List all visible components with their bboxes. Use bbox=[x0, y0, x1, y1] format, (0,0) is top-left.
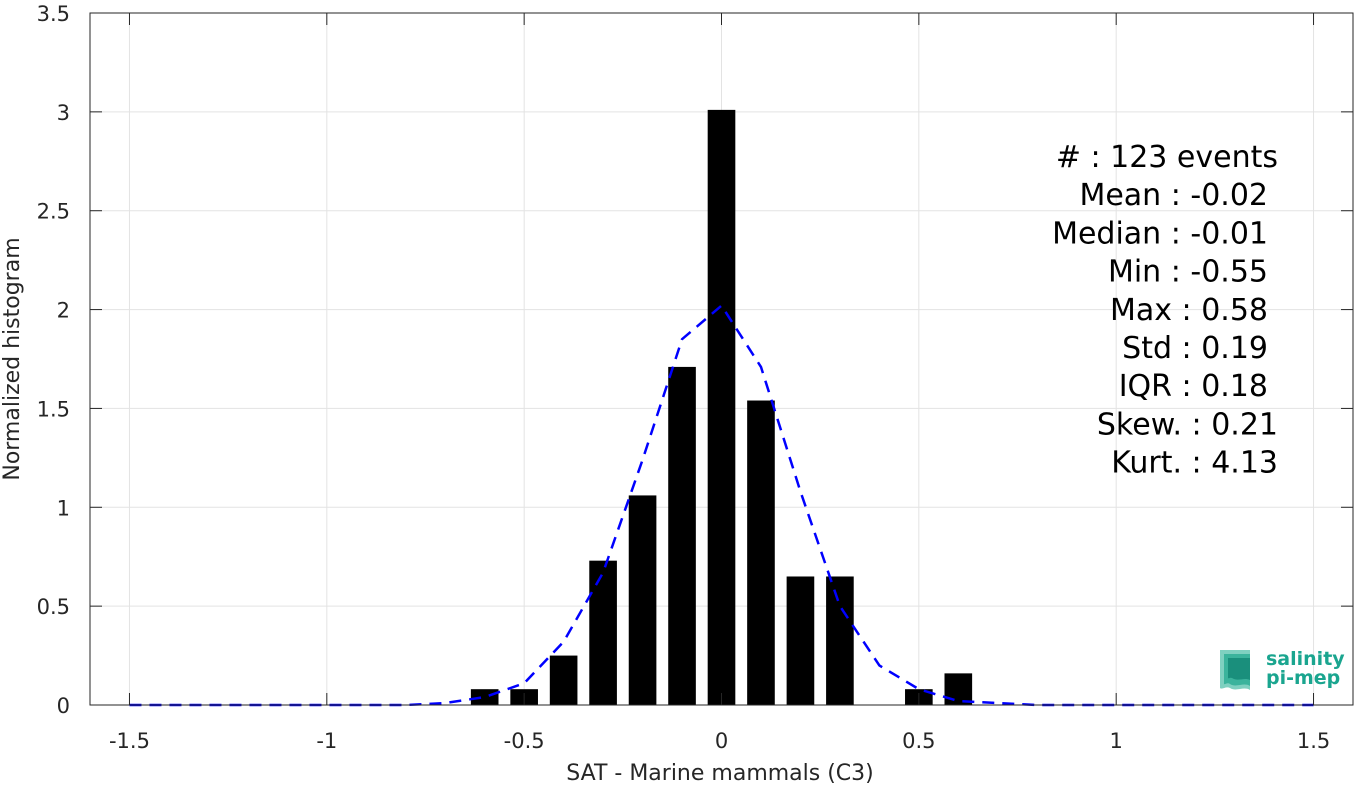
y-tick-label: 2 bbox=[57, 299, 70, 323]
x-tick-label: -0.5 bbox=[504, 729, 545, 753]
x-tick-label: -1.5 bbox=[109, 729, 150, 753]
histogram-bar bbox=[826, 576, 854, 705]
stat-line: Skew. : 0.21 bbox=[1097, 407, 1278, 442]
salinity-pi-mep-logo: salinity pi-mep bbox=[1220, 648, 1345, 690]
stat-line: Mean : -0.02 bbox=[1079, 178, 1268, 213]
x-tick-label: 0 bbox=[715, 729, 728, 753]
y-tick-label: 0.5 bbox=[37, 595, 70, 619]
y-tick-label: 0 bbox=[57, 694, 70, 718]
stat-line: Min : -0.55 bbox=[1108, 255, 1268, 290]
y-tick-label: 1 bbox=[57, 496, 70, 520]
axes bbox=[89, 12, 1354, 706]
logo-line-2: pi-mep bbox=[1266, 667, 1340, 689]
x-tick-label: 1.5 bbox=[1297, 729, 1330, 753]
stat-line: # : 123 events bbox=[1056, 140, 1278, 175]
histogram-bar bbox=[549, 655, 578, 705]
logo-line-1: salinity bbox=[1266, 648, 1345, 670]
x-tick-label: -1 bbox=[316, 729, 337, 753]
histogram-bar bbox=[589, 560, 617, 705]
histogram-bar bbox=[470, 689, 499, 705]
y-tick-label: 3.5 bbox=[37, 2, 70, 26]
histogram-bar bbox=[786, 576, 815, 705]
histogram-bars bbox=[470, 109, 973, 705]
stat-line: Median : -0.01 bbox=[1052, 216, 1268, 251]
x-tick-label: 0.5 bbox=[902, 729, 935, 753]
tick-labels: -1.5 -1 -0.5 0 0.5 1 1.5 0 0.5 1 1.5 2 2.5 3 3.5 bbox=[37, 2, 1331, 753]
histogram-bar bbox=[668, 366, 696, 705]
y-tick-label: 3 bbox=[57, 101, 70, 125]
histogram-bar bbox=[628, 495, 657, 705]
stat-line: Kurt. : 4.13 bbox=[1111, 446, 1278, 481]
logo-mark bbox=[1220, 650, 1250, 690]
y-tick-label: 1.5 bbox=[37, 397, 70, 421]
stat-line: Max : 0.58 bbox=[1110, 293, 1268, 328]
histogram-bar bbox=[707, 109, 736, 705]
stat-line: IQR : 0.18 bbox=[1119, 369, 1268, 404]
x-tick-label: 1 bbox=[1110, 729, 1123, 753]
x-axis-label: SAT - Marine mammals (C3) bbox=[566, 761, 874, 785]
stat-line: Std : 0.19 bbox=[1122, 331, 1268, 366]
histogram-bar bbox=[944, 673, 973, 705]
histogram-bar bbox=[747, 400, 775, 705]
y-tick-label: 2.5 bbox=[37, 200, 70, 224]
y-axis-label: Normalized histogram bbox=[0, 237, 25, 480]
